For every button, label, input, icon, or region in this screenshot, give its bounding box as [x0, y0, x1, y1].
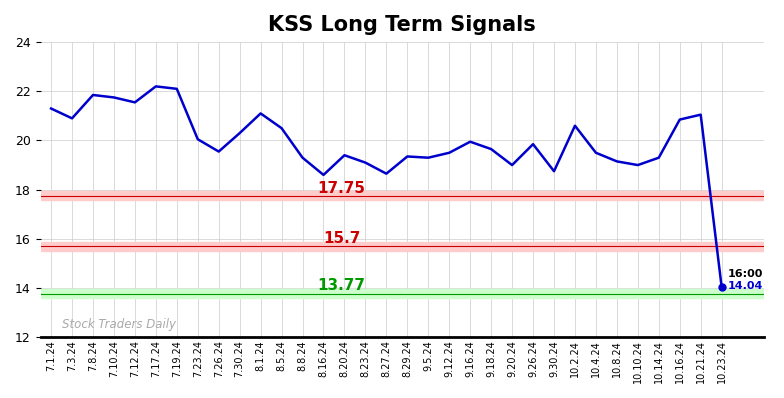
Title: KSS Long Term Signals: KSS Long Term Signals — [268, 15, 536, 35]
Text: 17.75: 17.75 — [318, 181, 365, 196]
Text: 15.7: 15.7 — [323, 231, 360, 246]
Text: Stock Traders Daily: Stock Traders Daily — [62, 318, 176, 331]
Bar — [41, 289, 764, 298]
Text: 16:00: 16:00 — [728, 269, 764, 279]
Text: 13.77: 13.77 — [318, 279, 365, 293]
Bar — [41, 242, 764, 251]
Text: 14.04: 14.04 — [728, 281, 764, 291]
Bar — [41, 191, 764, 200]
